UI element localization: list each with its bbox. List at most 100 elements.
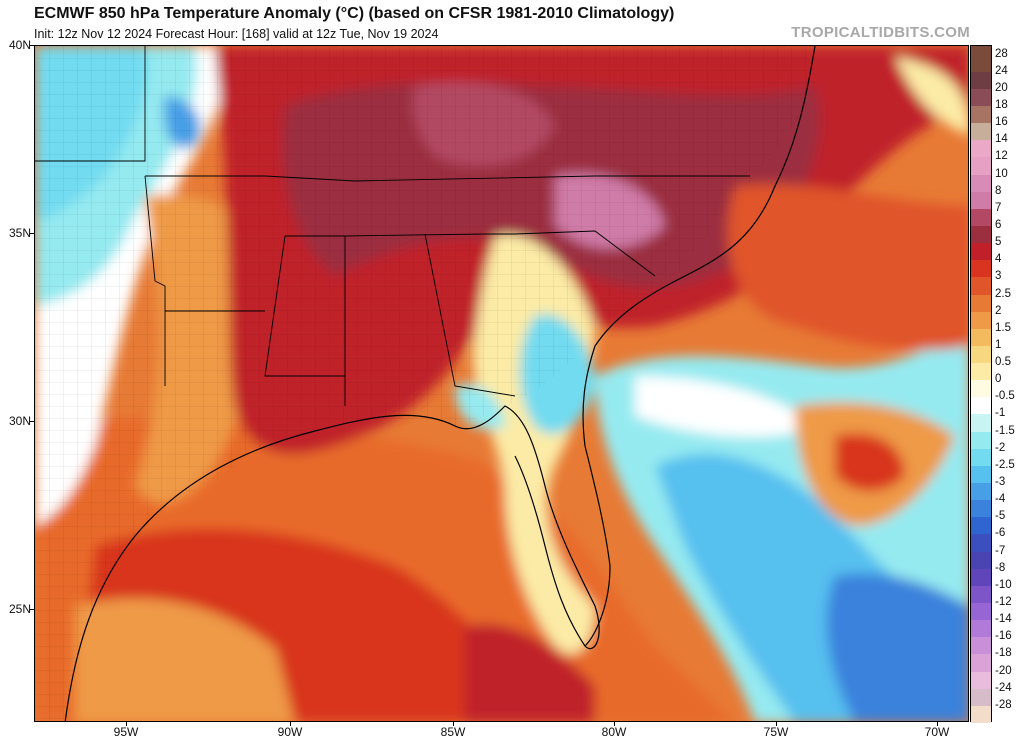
colorbar-label: 10 bbox=[995, 167, 1008, 180]
colorbar-label: -1.5 bbox=[995, 424, 1015, 437]
colorbar-label: -20 bbox=[995, 664, 1012, 677]
colorbar-label: 3 bbox=[995, 270, 1002, 283]
lon-tick bbox=[453, 722, 454, 726]
colorbar-label: 6 bbox=[995, 218, 1002, 231]
colorbar-swatch bbox=[971, 705, 991, 724]
colorbar-label: -0.5 bbox=[995, 390, 1015, 403]
colorbar-label: 12 bbox=[995, 150, 1008, 163]
colorbar-label: -2 bbox=[995, 441, 1006, 454]
lon-label: 90W bbox=[277, 725, 303, 739]
colorbar-swatch bbox=[971, 551, 991, 570]
colorbar-label: 7 bbox=[995, 201, 1002, 214]
colorbar-swatch bbox=[971, 637, 991, 655]
colorbar-label: -8 bbox=[995, 561, 1006, 574]
colorbar-label: -1 bbox=[995, 407, 1006, 420]
colorbar-label: -3 bbox=[995, 476, 1006, 489]
colorbar-label: 24 bbox=[995, 64, 1008, 77]
colorbar-label: -14 bbox=[995, 613, 1012, 626]
colorbar-label: 4 bbox=[995, 253, 1002, 266]
lat-label: 40N bbox=[8, 38, 31, 52]
colorbar-label: 1 bbox=[995, 338, 1002, 351]
colorbar-swatch bbox=[971, 157, 991, 176]
colorbar-label: -7 bbox=[995, 544, 1006, 557]
colorbar-swatch bbox=[971, 71, 991, 90]
colorbar-label: 5 bbox=[995, 236, 1002, 249]
colorbar-label: 16 bbox=[995, 116, 1008, 129]
colorbar-swatch bbox=[971, 585, 991, 604]
colorbar-label: 2.5 bbox=[995, 287, 1011, 300]
colorbar-label: 8 bbox=[995, 184, 1002, 197]
county-lines bbox=[35, 46, 815, 721]
colorbar-label: 18 bbox=[995, 98, 1008, 111]
lat-tick bbox=[30, 45, 34, 46]
colorbar-label: -28 bbox=[995, 698, 1012, 711]
colorbar-swatch bbox=[971, 345, 991, 364]
lon-tick bbox=[776, 722, 777, 726]
lon-label: 75W bbox=[763, 725, 789, 739]
colorbar-swatch bbox=[971, 414, 991, 433]
lat-label: 30N bbox=[8, 414, 31, 428]
lon-label: 85W bbox=[440, 725, 466, 739]
colorbar-swatch bbox=[971, 277, 991, 295]
colorbar-swatch bbox=[971, 568, 991, 587]
colorbar-swatch bbox=[971, 380, 991, 398]
colorbar-label: -4 bbox=[995, 493, 1006, 506]
brand-watermark: TROPICALTIDBITS.COM bbox=[791, 24, 970, 41]
colorbar-swatch bbox=[971, 671, 991, 690]
anomaly-map bbox=[34, 45, 969, 722]
colorbar-swatch bbox=[971, 448, 991, 467]
lon-tick bbox=[290, 722, 291, 726]
colorbar-swatch bbox=[971, 483, 991, 501]
colorbar-label: 0.5 bbox=[995, 356, 1011, 369]
colorbar-swatch bbox=[971, 465, 991, 484]
map-subtitle: Init: 12z Nov 12 2024 Forecast Hour: [16… bbox=[34, 27, 439, 41]
colorbar-swatch bbox=[971, 88, 991, 107]
colorbar-swatch bbox=[971, 54, 991, 73]
colorbar-label: 28 bbox=[995, 47, 1008, 60]
colorbar-label: 20 bbox=[995, 81, 1008, 94]
colorbar-label: 1.5 bbox=[995, 321, 1011, 334]
colorbar-label: -16 bbox=[995, 630, 1012, 643]
lon-label: 80W bbox=[601, 725, 627, 739]
lon-tick bbox=[614, 722, 615, 726]
colorbar-label: -12 bbox=[995, 596, 1012, 609]
colorbar-label: -5 bbox=[995, 510, 1006, 523]
colorbar-label: -6 bbox=[995, 527, 1006, 540]
lat-tick bbox=[30, 421, 34, 422]
colorbar-swatch bbox=[971, 294, 991, 313]
colorbar-swatch bbox=[971, 688, 991, 707]
colorbar-swatch bbox=[971, 603, 991, 621]
lat-label: 35N bbox=[8, 226, 31, 240]
lat-label: 25N bbox=[8, 602, 31, 616]
coastline-gulf bbox=[64, 405, 600, 721]
colorbar-swatch bbox=[971, 517, 991, 535]
map-canvas bbox=[35, 46, 968, 721]
colorbar-swatch bbox=[971, 174, 991, 193]
lat-tick bbox=[30, 609, 34, 610]
colorbar-label: -2.5 bbox=[995, 458, 1015, 471]
colorbar-swatch bbox=[971, 208, 991, 227]
colorbar-swatch bbox=[971, 534, 991, 553]
colorbar-label: -24 bbox=[995, 681, 1012, 694]
colorbar-label: -10 bbox=[995, 578, 1012, 591]
colorbar-swatch bbox=[971, 620, 991, 638]
colorbar-swatch bbox=[971, 123, 991, 141]
coastline-atlantic bbox=[582, 46, 816, 647]
colorbar-swatch bbox=[971, 500, 991, 518]
lon-tick bbox=[126, 722, 127, 726]
colorbar-swatch bbox=[971, 311, 991, 330]
colorbar-swatch bbox=[971, 46, 991, 55]
colorbar-swatch bbox=[971, 397, 991, 415]
colorbar-label: -18 bbox=[995, 647, 1012, 660]
map-title: ECMWF 850 hPa Temperature Anomaly (°C) (… bbox=[34, 5, 675, 22]
lon-tick bbox=[937, 722, 938, 726]
colorbar-label: 0 bbox=[995, 373, 1002, 386]
colorbar-swatch bbox=[971, 654, 991, 673]
lat-tick bbox=[30, 233, 34, 234]
colorbar-label: 2 bbox=[995, 304, 1002, 317]
lon-label: 70W bbox=[924, 725, 950, 739]
colorbar-swatch bbox=[971, 328, 991, 347]
colorbar-swatch bbox=[971, 243, 991, 261]
colorbar-swatch bbox=[971, 260, 991, 278]
colorbar bbox=[970, 45, 992, 724]
